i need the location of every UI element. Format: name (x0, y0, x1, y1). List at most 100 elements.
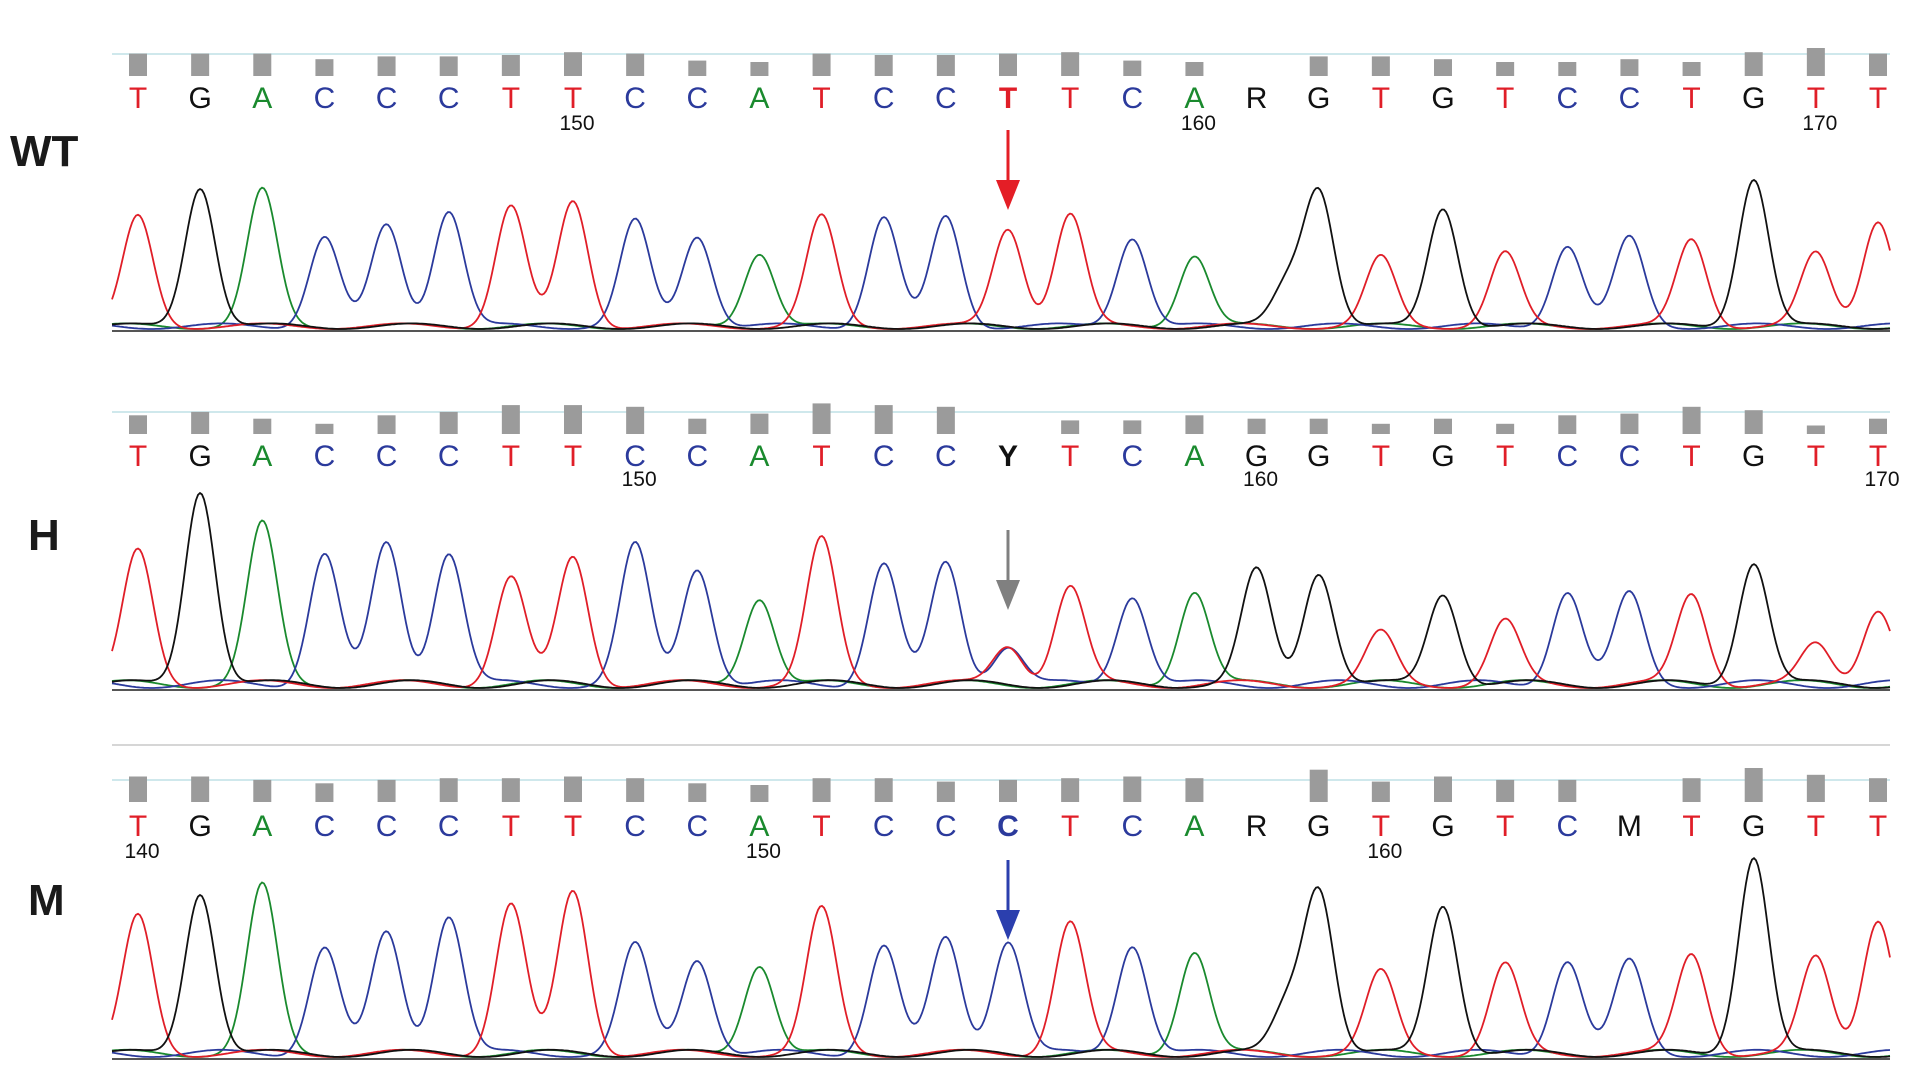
panel-label: WT (10, 127, 79, 176)
trace-t (111, 200, 1891, 330)
base-call: G (1431, 440, 1454, 473)
base-call: C (624, 82, 646, 115)
trace-a (111, 881, 1891, 1058)
base-call: C (1556, 440, 1578, 473)
base-call: T (1869, 440, 1887, 473)
trace-c (111, 211, 1891, 330)
base-call: T (1682, 810, 1700, 843)
base-call: C (686, 440, 708, 473)
mutation-arrow-head (996, 180, 1020, 210)
trace-c (111, 540, 1891, 689)
trace-g (111, 491, 1891, 689)
base-call: T (502, 440, 520, 473)
quality-bar (1434, 59, 1452, 76)
base-call: T (1807, 82, 1825, 115)
base-call: C (438, 440, 460, 473)
quality-bar (1744, 768, 1763, 802)
base-call: C (438, 82, 460, 115)
position-label: 170 (1802, 112, 1837, 135)
quality-bar (377, 56, 396, 76)
base-call: T (812, 440, 830, 473)
position-label: 150 (622, 468, 657, 491)
base-call: T (812, 810, 830, 843)
base-call: Y (998, 440, 1018, 473)
quality-bar (812, 778, 831, 802)
quality-bar (501, 55, 520, 76)
quality-bar (1309, 769, 1328, 802)
quality-bar (1558, 415, 1577, 434)
quality-bar (1185, 415, 1204, 434)
base-call: T (1869, 82, 1887, 115)
quality-bar (439, 411, 458, 434)
quality-bar (1247, 418, 1266, 434)
quality-bar (1620, 59, 1639, 76)
quality-bar (1558, 779, 1577, 802)
quality-bar (1869, 418, 1887, 434)
base-call: C (686, 82, 708, 115)
base-call: R (1246, 810, 1268, 843)
quality-bar (874, 405, 893, 434)
chromatogram-panels: WT T G A C C C T T C C A T C C T T C A R G T G T C C T G T T 150 160 170… (10, 48, 1900, 1060)
base-call: C (686, 810, 708, 843)
quality-bar (1434, 776, 1452, 802)
base-call: G (1307, 440, 1330, 473)
quality-bar (688, 418, 707, 434)
base-call: R (1246, 82, 1268, 115)
quality-bar (999, 53, 1017, 76)
panel-label: H (28, 511, 60, 560)
trace-a (111, 519, 1891, 689)
base-call: C (376, 82, 398, 115)
base-call: G (1742, 810, 1765, 843)
quality-bar (1558, 62, 1577, 76)
base-call: C (314, 440, 336, 473)
base-call: G (188, 82, 211, 115)
quality-bar (688, 783, 707, 802)
base-call: T (999, 82, 1017, 115)
quality-bar (1061, 52, 1080, 76)
base-call: T (1496, 82, 1514, 115)
quality-bar (1123, 420, 1142, 434)
base-call: C (873, 82, 895, 115)
quality-bar (564, 776, 582, 802)
base-call: T (564, 810, 582, 843)
base-call: A (252, 82, 272, 115)
base-call: A (749, 82, 769, 115)
quality-bar (377, 779, 396, 802)
base-call: T (502, 82, 520, 115)
base-call: C (1619, 82, 1641, 115)
position-label: 160 (1367, 840, 1402, 863)
position-label: 150 (746, 840, 781, 863)
quality-bar (1309, 418, 1328, 434)
base-call: T (1061, 810, 1079, 843)
base-call: A (252, 810, 272, 843)
quality-bar (1123, 776, 1142, 802)
base-call: G (1742, 440, 1765, 473)
base-call: C (314, 82, 336, 115)
base-call: C (624, 440, 646, 473)
trace-c (111, 916, 1891, 1058)
quality-bar (1309, 56, 1328, 76)
base-call: T (1496, 810, 1514, 843)
base-call: T (502, 810, 520, 843)
quality-bar (191, 53, 210, 76)
base-call: C (935, 810, 957, 843)
quality-bar (439, 778, 458, 802)
base-call: T (1807, 440, 1825, 473)
quality-bar (1061, 420, 1080, 434)
quality-bar (750, 413, 769, 434)
quality-bar (626, 53, 645, 76)
base-call: A (749, 440, 769, 473)
quality-bar (564, 52, 582, 76)
quality-bar (750, 785, 769, 802)
quality-bar (439, 56, 458, 76)
quality-bar (1185, 778, 1204, 802)
base-call: G (188, 440, 211, 473)
quality-bar (812, 403, 831, 434)
base-call: G (1742, 82, 1765, 115)
quality-bar (377, 415, 396, 434)
base-call: G (188, 810, 211, 843)
position-label: 160 (1243, 468, 1278, 491)
trace-g (111, 178, 1891, 330)
